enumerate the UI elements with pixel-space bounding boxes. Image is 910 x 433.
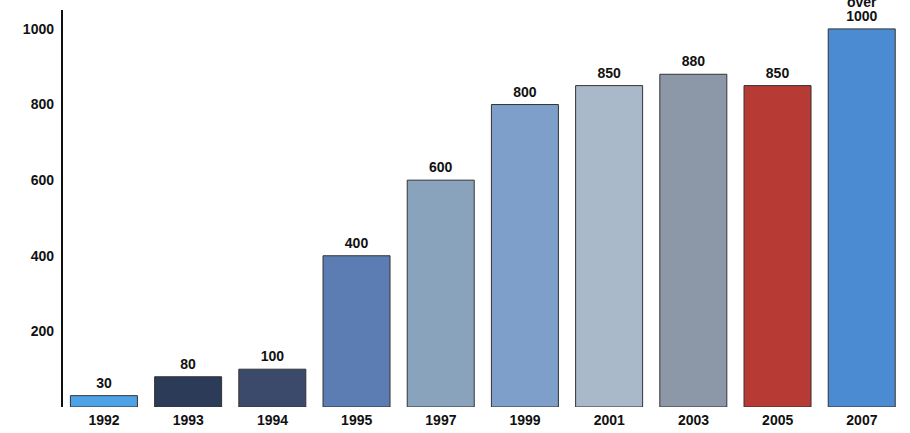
svg-text:850: 850 (597, 65, 621, 81)
svg-text:2005: 2005 (762, 412, 793, 428)
svg-text:600: 600 (31, 172, 55, 188)
svg-text:880: 880 (682, 53, 706, 69)
svg-text:100: 100 (261, 348, 285, 364)
svg-text:200: 200 (31, 323, 55, 339)
svg-text:850: 850 (766, 65, 790, 81)
svg-text:1997: 1997 (425, 412, 456, 428)
svg-text:800: 800 (513, 84, 537, 100)
svg-text:over1000: over1000 (846, 0, 877, 24)
svg-text:80: 80 (180, 356, 196, 372)
svg-text:600: 600 (429, 159, 453, 175)
svg-text:2003: 2003 (678, 412, 709, 428)
svg-text:2001: 2001 (594, 412, 625, 428)
svg-text:2007: 2007 (846, 412, 877, 428)
svg-text:1992: 1992 (89, 412, 120, 428)
svg-text:1000: 1000 (23, 21, 54, 37)
svg-text:800: 800 (31, 96, 55, 112)
svg-text:400: 400 (345, 235, 369, 251)
svg-text:1993: 1993 (173, 412, 204, 428)
svg-text:30: 30 (96, 375, 112, 391)
svg-text:400: 400 (31, 248, 55, 264)
svg-text:1999: 1999 (510, 412, 541, 428)
svg-text:1995: 1995 (341, 412, 372, 428)
svg-text:1994: 1994 (257, 412, 288, 428)
